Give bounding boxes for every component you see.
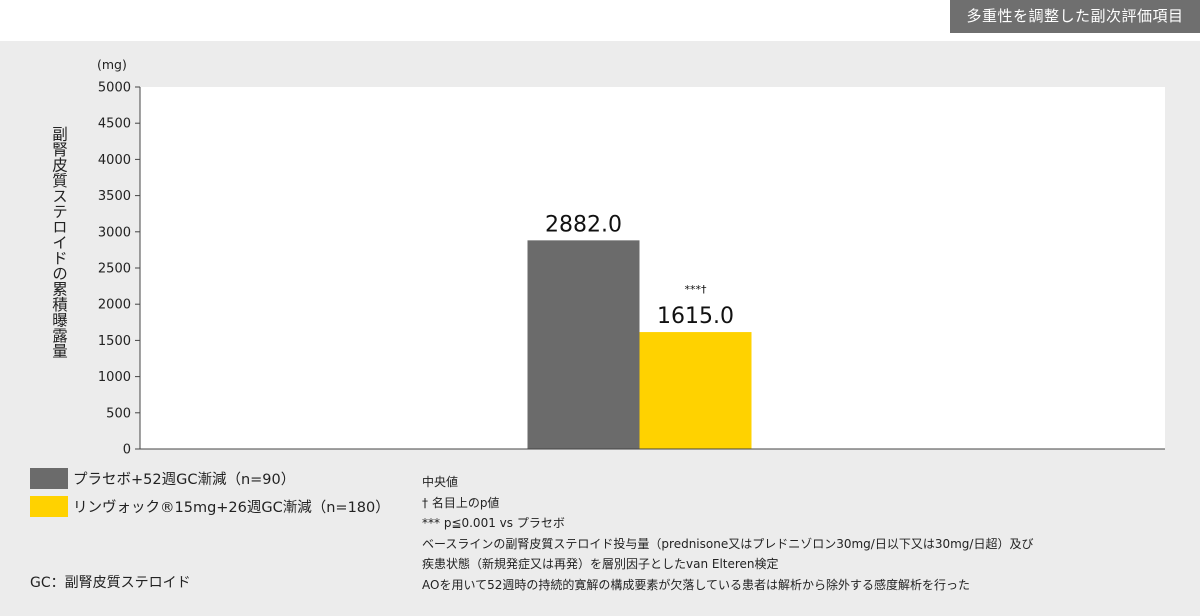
footnote-line: 疾患状態（新規発症又は再発）を層別因子としたvan Elteren検定 bbox=[422, 557, 779, 571]
y-tick-label: 0 bbox=[123, 443, 131, 458]
y-tick-label: 2000 bbox=[98, 298, 131, 313]
y-tick-label: 3500 bbox=[98, 189, 131, 204]
header-badge: 多重性を調整した副次評価項目 bbox=[950, 0, 1200, 33]
y-tick-label: 2500 bbox=[98, 262, 131, 277]
footnotes: 中央値 † 名目上のp値 *** p≦0.001 vs プラセボ ベースラインの… bbox=[422, 472, 1033, 595]
data-label: 2882.0 bbox=[545, 212, 622, 237]
y-tick-label: 1000 bbox=[98, 370, 131, 385]
y-tick-label: 3000 bbox=[98, 225, 131, 240]
y-axis-unit: (mg) bbox=[97, 57, 127, 72]
y-tick-label: 4500 bbox=[98, 117, 131, 132]
significance-annotation: ***† bbox=[685, 283, 708, 296]
legend-label-rinvoq: リンヴォック®15mg+26週GC漸減（n=180） bbox=[73, 500, 390, 516]
footnote-line: ベースラインの副腎皮質ステロイド投与量（prednisone又はプレドニゾロン3… bbox=[422, 536, 1034, 551]
footnote-line: AOを用いて52週時の持続的寛解の構成要素が欠落している患者は解析から除外する感… bbox=[422, 577, 970, 592]
y-tick-label: 500 bbox=[106, 406, 131, 421]
gc-footnote: GC：副腎皮質ステロイド bbox=[30, 575, 191, 591]
footnote-line: 中央値 bbox=[422, 475, 459, 489]
bar bbox=[639, 332, 752, 449]
y-tick-label: 5000 bbox=[98, 81, 131, 96]
y-tick-label: 1500 bbox=[98, 334, 131, 349]
bar bbox=[527, 240, 640, 449]
footnote-line: † 名目上のp値 bbox=[422, 495, 500, 510]
y-axis-label: 副腎皮質ステロイドの累積曝露量 bbox=[50, 126, 68, 359]
footnote-line: *** p≦0.001 vs プラセボ bbox=[422, 516, 565, 530]
legend-swatch-placebo bbox=[30, 468, 68, 489]
legend-swatch-rinvoq bbox=[30, 496, 68, 517]
y-tick-label: 4000 bbox=[98, 153, 131, 168]
data-label: 1615.0 bbox=[657, 304, 734, 329]
legend-label-placebo: プラセボ+52週GC漸減（n=90） bbox=[73, 472, 296, 488]
